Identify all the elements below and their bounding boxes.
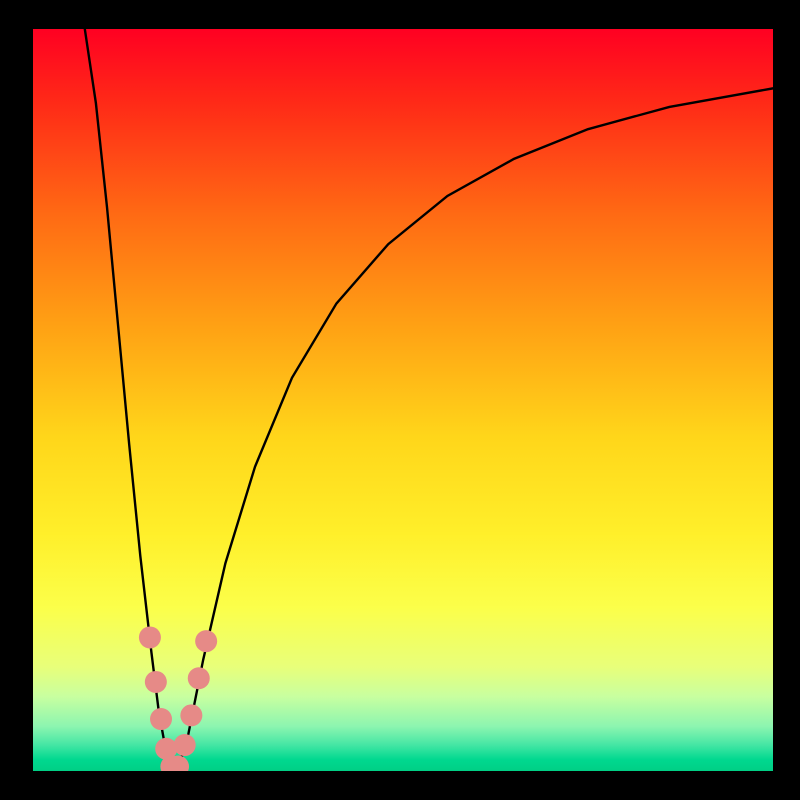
data-marker bbox=[188, 667, 210, 689]
data-marker bbox=[150, 708, 172, 730]
data-marker bbox=[180, 704, 202, 726]
plot-background bbox=[33, 29, 773, 771]
data-marker bbox=[145, 671, 167, 693]
bottleneck-chart bbox=[0, 0, 800, 800]
chart-container: TheBottleneck.com bbox=[0, 0, 800, 800]
data-marker bbox=[139, 626, 161, 648]
data-marker bbox=[195, 630, 217, 652]
data-marker bbox=[174, 734, 196, 756]
